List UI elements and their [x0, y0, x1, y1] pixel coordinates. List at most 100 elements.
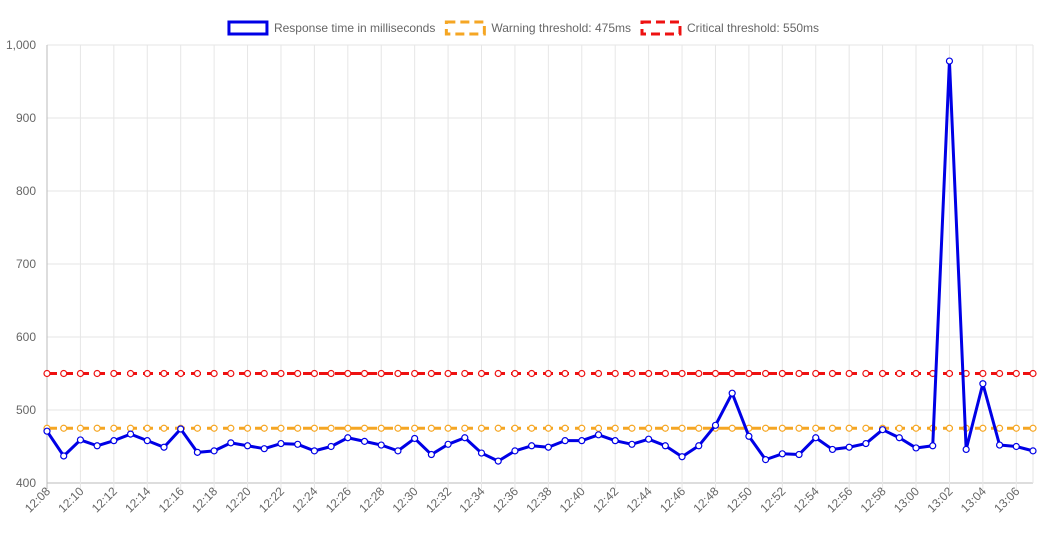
data-point — [93, 442, 101, 450]
data-point — [561, 437, 569, 445]
data-point — [594, 424, 603, 432]
data-point — [962, 445, 970, 454]
data-point — [260, 445, 268, 453]
legend-label: Critical threshold: 550ms — [687, 21, 819, 35]
x-tick-label: 12:36 — [490, 484, 521, 515]
series-layer — [43, 57, 1037, 465]
data-point — [661, 369, 669, 378]
data-point — [778, 424, 786, 432]
data-point — [511, 424, 519, 432]
data-point — [327, 442, 335, 451]
data-point — [762, 424, 770, 432]
data-point — [411, 424, 419, 432]
data-point — [143, 369, 151, 378]
x-tick-label: 12:58 — [858, 484, 889, 515]
data-point — [828, 369, 837, 378]
data-point — [93, 369, 101, 378]
data-point — [611, 424, 619, 432]
y-tick-label: 400 — [16, 476, 36, 490]
data-point — [360, 424, 369, 432]
data-point — [227, 369, 235, 378]
data-point — [394, 447, 402, 455]
data-point — [845, 369, 853, 378]
x-tick-label: 13:00 — [891, 484, 922, 515]
data-point — [243, 442, 252, 450]
x-tick-label: 12:32 — [423, 484, 454, 515]
data-point — [411, 369, 419, 378]
data-point — [461, 434, 469, 442]
data-point — [126, 424, 135, 432]
data-point — [528, 442, 536, 450]
data-point — [711, 421, 720, 429]
data-point — [578, 437, 586, 445]
data-point — [995, 424, 1004, 432]
x-tick-label: 12:20 — [223, 484, 254, 515]
data-point — [678, 453, 686, 461]
x-tick-label: 12:46 — [657, 484, 688, 515]
data-point — [1029, 447, 1037, 455]
data-point — [444, 369, 452, 378]
data-point — [76, 436, 85, 444]
data-point — [126, 369, 135, 378]
y-tick-label: 1,000 — [6, 38, 36, 52]
series-0 — [43, 57, 1037, 465]
x-tick-label: 12:22 — [256, 484, 287, 515]
data-point — [210, 424, 218, 432]
data-point — [795, 450, 803, 459]
x-tick-label: 12:26 — [323, 484, 354, 515]
data-point — [544, 369, 552, 378]
data-point — [494, 424, 502, 432]
x-tick-label: 12:42 — [590, 484, 621, 515]
data-point — [193, 424, 202, 432]
data-point — [812, 369, 820, 378]
data-point — [945, 369, 954, 378]
data-point — [177, 425, 185, 433]
x-tick-label: 12:50 — [724, 484, 755, 515]
data-point — [360, 369, 369, 378]
data-point — [477, 449, 486, 457]
data-point — [594, 369, 603, 378]
data-point — [377, 424, 385, 432]
data-point — [862, 369, 870, 378]
data-point — [561, 424, 569, 432]
x-tick-label: 12:16 — [156, 484, 187, 515]
y-tick-label: 700 — [16, 257, 36, 271]
data-point — [628, 424, 636, 432]
data-point — [812, 424, 820, 432]
x-tick-label: 12:56 — [824, 484, 855, 515]
data-point — [711, 369, 720, 378]
data-point — [812, 434, 820, 442]
data-point — [1012, 369, 1020, 378]
data-point — [310, 369, 318, 378]
data-point — [60, 452, 68, 460]
data-point — [745, 432, 753, 440]
x-tick-label: 12:12 — [89, 484, 120, 515]
data-point — [43, 427, 51, 435]
data-point — [76, 369, 85, 378]
x-tick-label: 12:54 — [791, 484, 822, 515]
x-tick-label: 12:28 — [356, 484, 387, 515]
legend-swatch — [640, 20, 682, 36]
data-point — [377, 369, 385, 378]
legend-label: Warning threshold: 475ms — [491, 21, 631, 35]
data-point — [912, 444, 920, 452]
data-point — [294, 424, 302, 432]
data-point — [294, 440, 302, 448]
data-point — [110, 369, 118, 378]
data-point — [645, 435, 653, 443]
data-point — [845, 443, 853, 451]
data-point — [494, 457, 502, 465]
data-point — [645, 369, 653, 378]
data-point — [160, 443, 168, 451]
data-point — [377, 441, 385, 449]
data-point — [411, 434, 419, 443]
legend-item: Critical threshold: 550ms — [640, 20, 819, 36]
legend: Response time in milliseconds Warning thr… — [227, 20, 819, 36]
data-point — [60, 369, 68, 378]
data-point — [678, 424, 686, 432]
data-point — [945, 424, 954, 432]
x-tick-label: 13:04 — [958, 484, 989, 515]
data-point — [762, 369, 770, 378]
data-point — [143, 424, 151, 432]
data-point — [310, 424, 318, 432]
